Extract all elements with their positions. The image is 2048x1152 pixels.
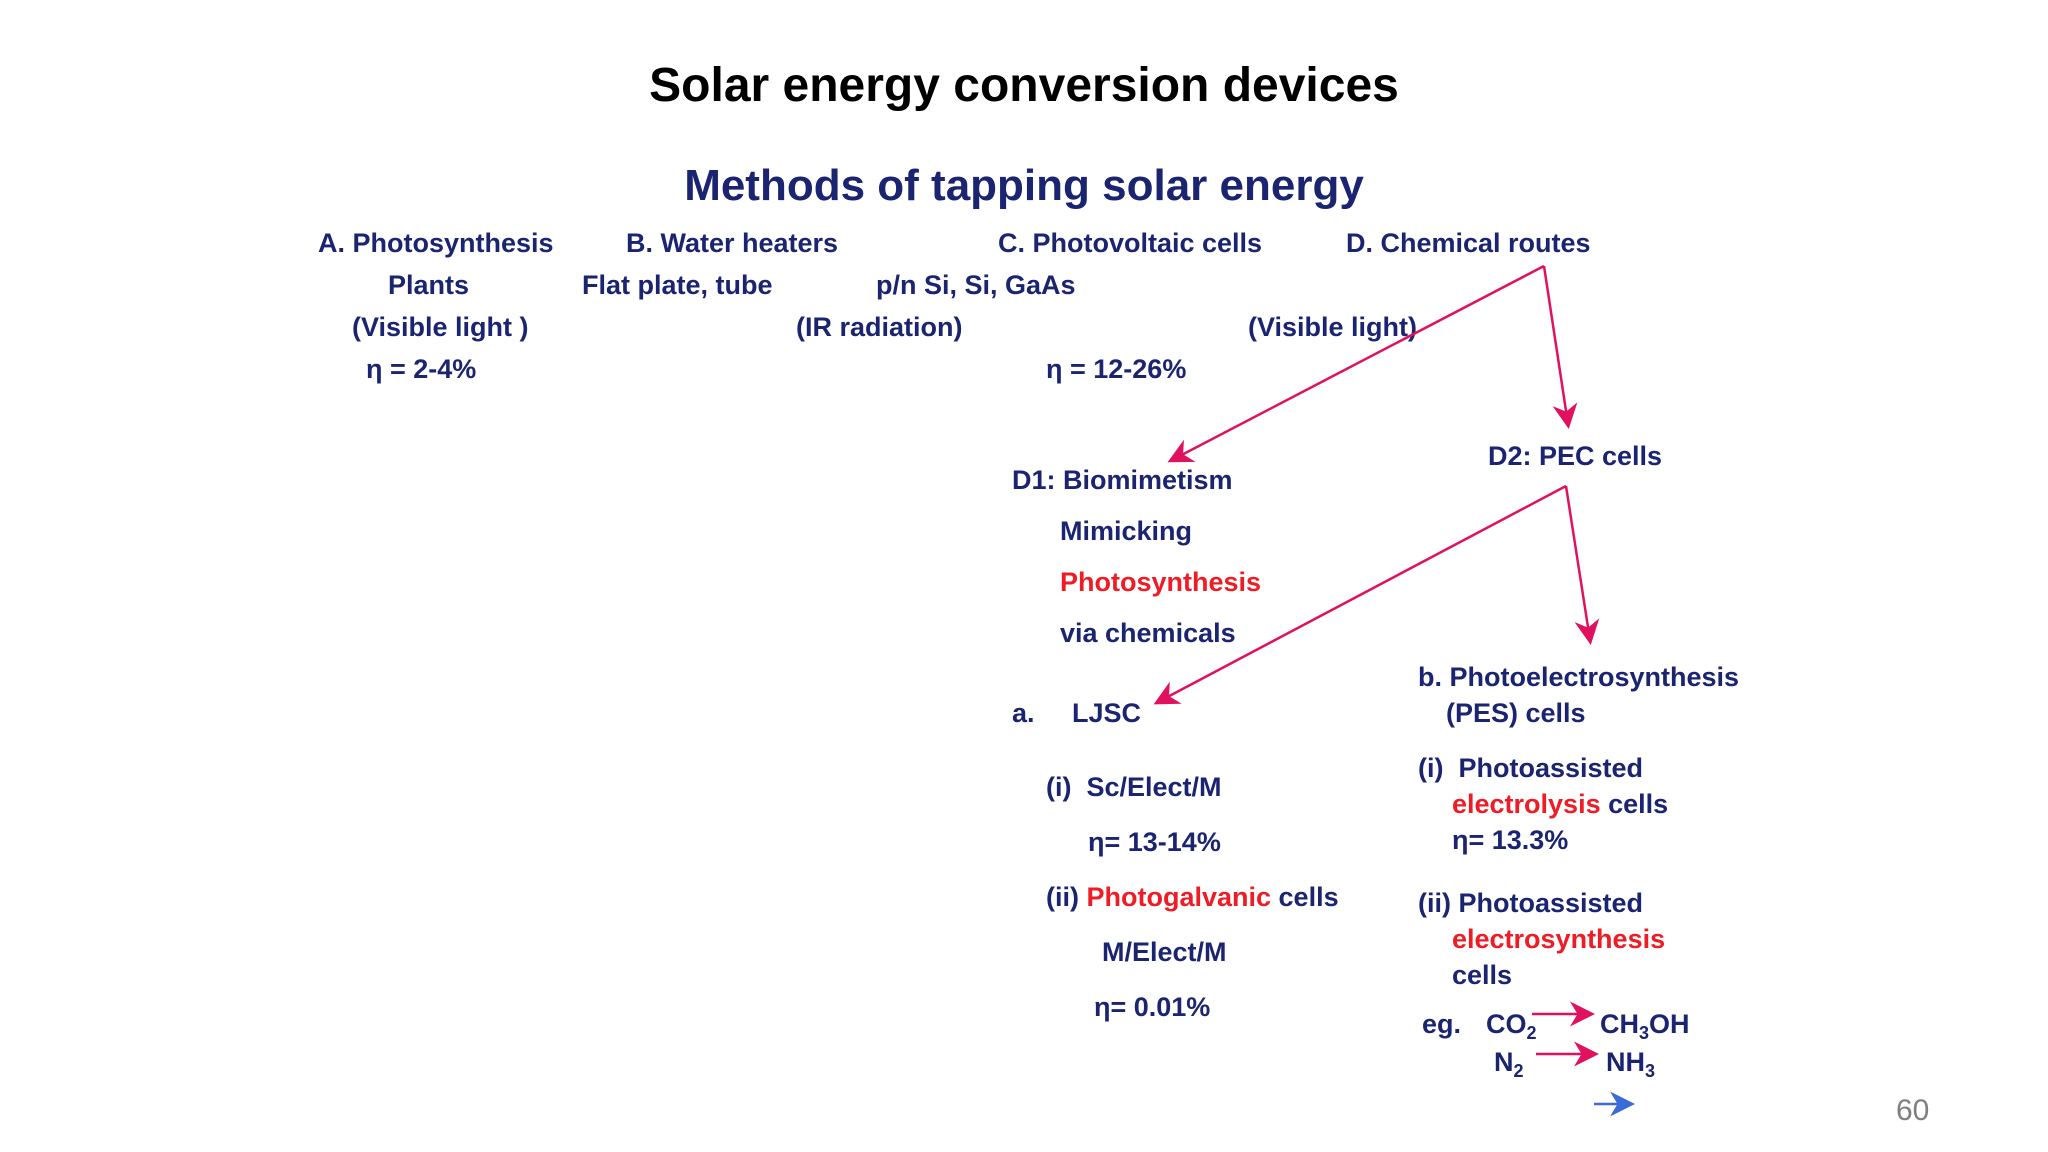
ljsc-ii-red: Photogalvanic <box>1086 882 1272 912</box>
pes-label2: (PES) cells <box>1446 698 1586 728</box>
arrow-d2-to-ljsc <box>1153 484 1567 705</box>
d1-label: D1: Biomimetism <box>1012 465 1233 495</box>
ljsc-ii-line: (ii) Photogalvanic cells <box>1046 884 1339 911</box>
pes-ii-red: electrosynthesis <box>1452 924 1666 954</box>
pes-co2: CO2 <box>1486 1009 1537 1043</box>
pes-i-label: (i) Photoassisted <box>1418 753 1644 783</box>
pes-eg: eg. <box>1422 1009 1462 1039</box>
method-a-label: A. Photosynthesis <box>318 228 554 258</box>
d2-label: D2: PEC cells <box>1488 441 1663 471</box>
ljsc-label: a. LJSC <box>1012 698 1142 728</box>
pes-ch3oh: CH3OH <box>1600 1009 1690 1043</box>
ch-sub: 3 <box>1639 1023 1650 1043</box>
ljsc-ii-suffix: cells <box>1271 882 1339 912</box>
method-a-sub2: (Visible light ) <box>352 312 529 342</box>
method-c-eta: η = 12-26% <box>1046 354 1187 384</box>
pes-n2: N2 <box>1494 1047 1524 1081</box>
method-c-sub1: p/n Si, Si, GaAs <box>876 270 1076 300</box>
arrow-d-to-d1 <box>1167 264 1545 463</box>
n-text: N <box>1494 1047 1514 1077</box>
oh-text: OH <box>1649 1009 1690 1039</box>
method-a-eta: η = 2-4% <box>366 354 477 384</box>
pes-i-line: electrolysis cells <box>1452 791 1668 818</box>
method-b-sub2: (IR radiation) <box>796 312 963 342</box>
method-c-label: C. Photovoltaic cells <box>998 228 1263 258</box>
arrow-d2-to-pes <box>1564 485 1600 645</box>
pes-i-suffix: cells <box>1600 789 1669 819</box>
d1-line2: Photosynthesis <box>1060 567 1262 597</box>
slide-title: Solar energy conversion devices <box>649 59 1399 112</box>
pes-ii-suffix: cells <box>1452 960 1513 990</box>
method-b-label: B. Water heaters <box>626 228 839 258</box>
nh-text: NH <box>1606 1047 1645 1077</box>
ljsc-ii-prefix: (ii) <box>1046 882 1087 912</box>
n-sub: 2 <box>1513 1061 1524 1081</box>
ljsc-ii-sub: M/Elect/M <box>1102 937 1227 967</box>
page-number: 60 <box>1896 1094 1930 1127</box>
d1-line1: Mimicking <box>1060 516 1193 546</box>
ljsc-i-label: (i) Sc/Elect/M <box>1046 772 1222 802</box>
pes-i-red: electrolysis <box>1452 789 1601 819</box>
co-sub: 2 <box>1526 1023 1537 1043</box>
arrow-d-to-d2 <box>1542 265 1578 429</box>
pes-label1: b. Photoelectrosynthesis <box>1418 662 1740 692</box>
pes-nh3: NH3 <box>1606 1047 1655 1081</box>
ch-text: CH <box>1600 1009 1639 1039</box>
method-d-label: D. Chemical routes <box>1346 228 1591 258</box>
slide-subtitle: Methods of tapping solar energy <box>684 161 1364 210</box>
ljsc-i-eta: η= 13-14% <box>1088 827 1221 857</box>
co-text: CO <box>1486 1009 1527 1039</box>
ljsc-ii-eta: η= 0.01% <box>1094 992 1211 1022</box>
d1-line3: via chemicals <box>1060 618 1236 648</box>
pes-i-eta: η= 13.3% <box>1452 825 1569 855</box>
pes-ii-label: (ii) Photoassisted <box>1418 888 1644 918</box>
nh-sub: 3 <box>1645 1061 1656 1081</box>
method-b-sub1: Flat plate, tube <box>582 270 773 300</box>
method-d-sub2: (Visible light) <box>1248 312 1418 342</box>
method-a-sub1: Plants <box>388 270 470 300</box>
